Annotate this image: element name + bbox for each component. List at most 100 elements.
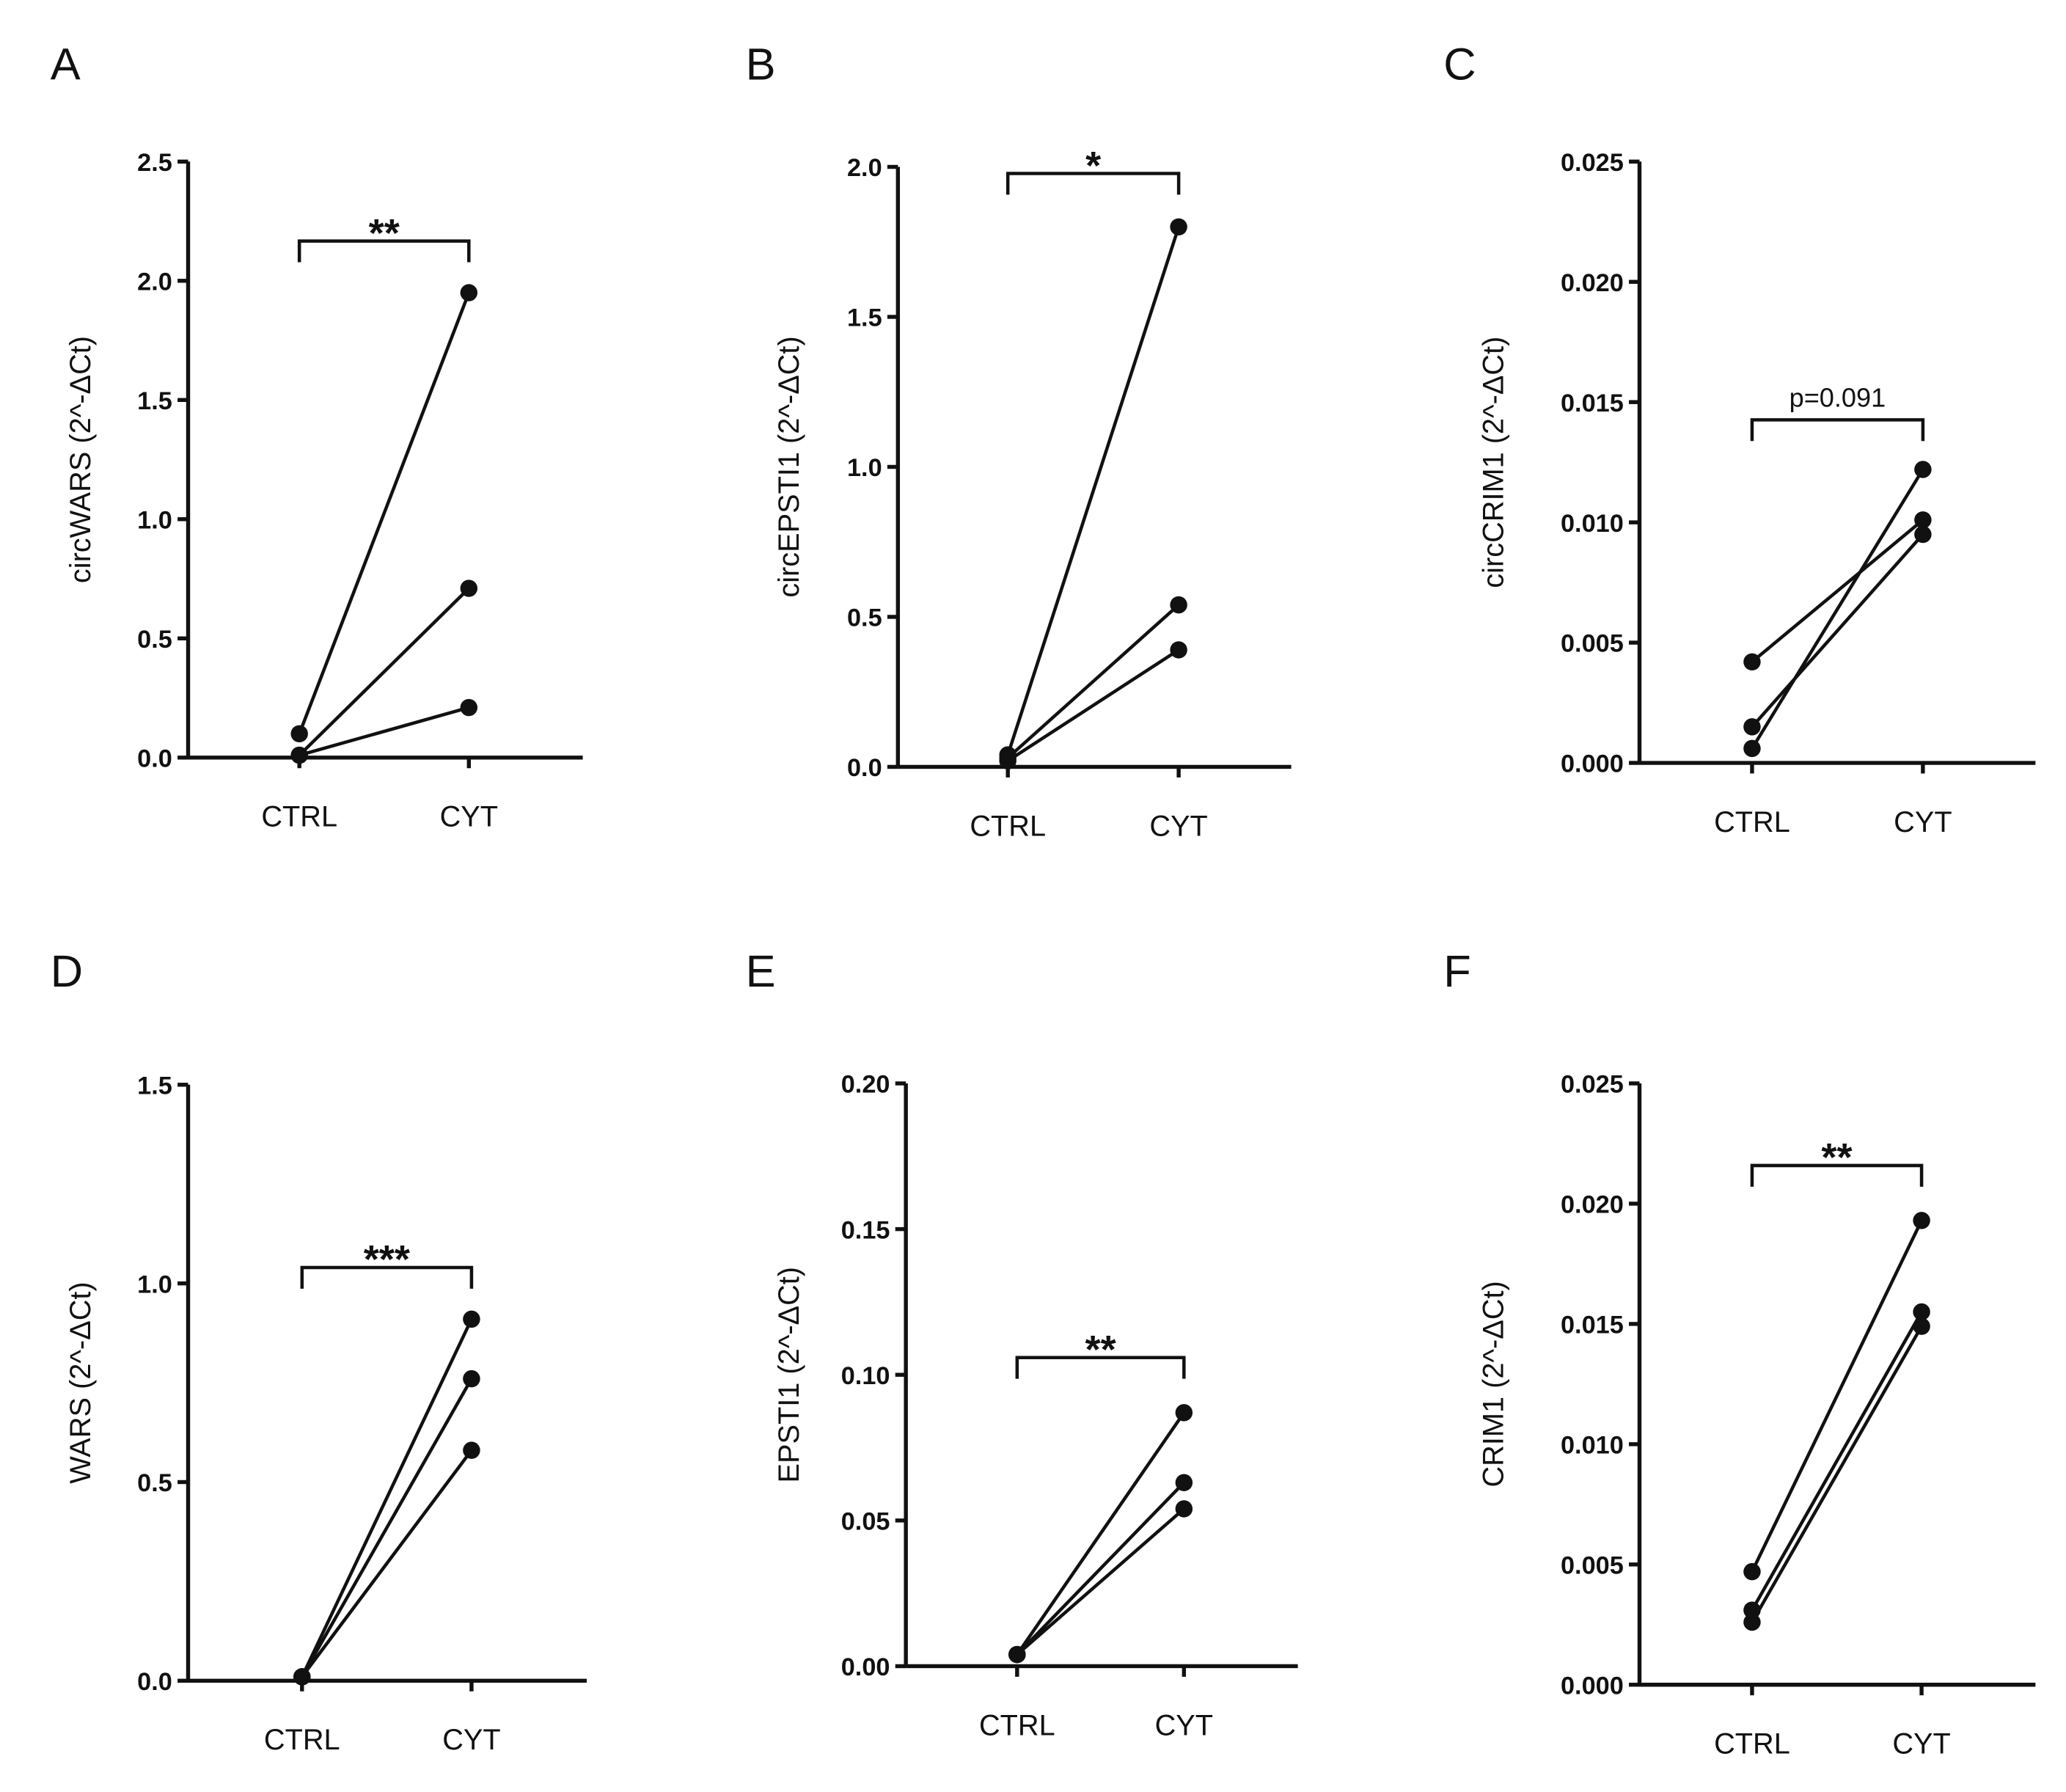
series-line xyxy=(1016,1507,1185,1656)
y-tick-label: 0.025 xyxy=(1561,1071,1624,1099)
data-point-cyt xyxy=(1913,1212,1930,1229)
y-tick-label: 1.5 xyxy=(847,304,882,332)
significance-bracket xyxy=(1015,1356,1186,1379)
y-tick-label: 2.0 xyxy=(847,154,882,182)
data-point-cyt xyxy=(1175,1500,1193,1518)
x-tick-label: CTRL xyxy=(261,801,337,833)
panel-c: C 0.000 0.005 0.010 0.015 0.020 0.025 CTRL CYT ci… xyxy=(1443,39,2036,838)
data-point-cyt xyxy=(1170,218,1187,236)
y-tick-label: 1.0 xyxy=(137,506,172,534)
y-tick-label: 1.5 xyxy=(137,1072,172,1100)
significance-label: ** xyxy=(1085,1328,1117,1372)
y-tick-label: 0.005 xyxy=(1561,1551,1624,1579)
series-line xyxy=(298,292,471,735)
y-tick-label: 0.10 xyxy=(841,1362,890,1390)
y-tick-label: 0.0 xyxy=(137,745,172,772)
y-tick-label: 0.015 xyxy=(1561,1312,1624,1339)
panel-letter: B xyxy=(746,39,776,89)
y-tick-label: 0.000 xyxy=(1561,1672,1624,1700)
panel-letter: E xyxy=(746,946,776,997)
y-axis-label: CRIM1 (2^-ΔCt) xyxy=(1477,1281,1509,1487)
significance-label: ** xyxy=(369,211,400,255)
data-point-cyt xyxy=(1913,1303,1930,1321)
series-line xyxy=(1016,1481,1185,1656)
y-tick-label: 0.015 xyxy=(1561,390,1624,417)
data-point-cyt xyxy=(1170,641,1187,659)
data-point-cyt xyxy=(1175,1474,1193,1491)
significance-bracket xyxy=(1005,172,1181,195)
x-tick-label: CYT xyxy=(1894,806,1952,838)
panel-e: E 0.00 0.05 0.10 0.15 0.20 CTRL CYT EPSTI1 (2^-Δ… xyxy=(746,946,1298,1741)
x-tick-label: CYT xyxy=(440,801,498,833)
y-axis-label: circEPSTI1 (2^-ΔCt) xyxy=(773,336,805,597)
significance-bracket xyxy=(297,239,471,263)
x-tick-label: CYT xyxy=(1149,810,1207,842)
panel-letter: A xyxy=(51,39,81,89)
data-point-ctrl xyxy=(1008,1645,1026,1664)
panel-letter: F xyxy=(1443,946,1471,997)
y-tick-label: 0.5 xyxy=(137,1469,172,1497)
data-point-cyt xyxy=(460,698,478,717)
panel-f: F 0.000 0.005 0.010 0.015 0.020 0.025 CTRL CYT CR… xyxy=(1443,946,2036,1760)
significance-label: *** xyxy=(364,1237,411,1281)
y-tick-label: 0.000 xyxy=(1561,750,1624,778)
x-tick-label: CYT xyxy=(1155,1709,1213,1741)
y-tick-label: 2.5 xyxy=(137,149,172,177)
panel-letter: C xyxy=(1443,39,1476,89)
y-tick-label: 0.00 xyxy=(841,1653,890,1681)
x-tick-label: CTRL xyxy=(979,1709,1055,1741)
data-point-ctrl xyxy=(1743,1613,1761,1631)
data-point-cyt xyxy=(1913,1317,1930,1335)
series-line xyxy=(1015,1411,1186,1656)
y-tick-label: 0.5 xyxy=(847,604,882,632)
data-point-ctrl xyxy=(293,1668,311,1686)
data-point-ctrl xyxy=(1743,653,1761,671)
series-line xyxy=(1750,1311,1924,1612)
series-line xyxy=(300,1378,473,1678)
x-tick-label: CTRL xyxy=(1714,806,1790,838)
data-point-ctrl xyxy=(999,752,1016,770)
series-line xyxy=(298,706,469,757)
data-point-ctrl xyxy=(290,746,308,764)
y-tick-label: 0.0 xyxy=(847,754,882,782)
x-tick-label: CTRL xyxy=(1714,1728,1790,1760)
y-axis-label: circCRIM1 (2^-ΔCt) xyxy=(1477,337,1509,588)
data-point-ctrl xyxy=(1743,718,1761,736)
series-line xyxy=(1751,468,1924,750)
y-axis-label: EPSTI1 (2^-ΔCt) xyxy=(773,1267,805,1483)
series-line xyxy=(1750,1325,1924,1623)
y-tick-label: 0.20 xyxy=(841,1071,890,1099)
data-point-cyt xyxy=(463,1310,480,1328)
x-tick-label: CTRL xyxy=(264,1724,340,1756)
y-tick-label: 1.5 xyxy=(137,387,172,415)
y-tick-label: 0.005 xyxy=(1561,630,1624,658)
y-tick-label: 0.5 xyxy=(137,626,172,654)
panel-a: A 0.0 0.5 1.0 1.5 2.0 2.5 CTRL CYT circWARS (2^-Δ… xyxy=(51,39,583,833)
series-line xyxy=(300,1449,473,1678)
significance-bracket xyxy=(300,1265,474,1289)
data-point-ctrl xyxy=(290,725,308,743)
panel-b: B 0.0 0.5 1.0 1.5 2.0 CTRL CYT circEPSTI1 (2^-ΔC… xyxy=(746,39,1292,842)
data-point-cyt xyxy=(1175,1404,1193,1422)
series-line xyxy=(298,587,470,757)
y-tick-label: 1.0 xyxy=(847,454,882,482)
y-tick-label: 0.020 xyxy=(1561,1191,1624,1219)
series-line xyxy=(1750,1219,1924,1573)
data-point-ctrl xyxy=(1743,1562,1761,1581)
y-tick-label: 0.020 xyxy=(1561,269,1624,297)
panel-d: D 0.0 0.5 1.0 1.5 CTRL CYT WARS (2^-ΔCt) *** xyxy=(51,946,587,1756)
significance-bracket xyxy=(1750,418,1925,442)
y-tick-label: 0.010 xyxy=(1561,510,1624,538)
series-line xyxy=(300,1318,473,1678)
series-line xyxy=(1006,648,1180,763)
data-point-cyt xyxy=(463,1369,480,1388)
y-tick-label: 0.15 xyxy=(841,1216,890,1244)
y-axis-label: WARS (2^-ΔCt) xyxy=(65,1281,97,1483)
data-point-ctrl xyxy=(1743,739,1761,758)
data-point-cyt xyxy=(460,284,478,301)
series-line xyxy=(1006,226,1181,756)
significance-label: p=0.091 xyxy=(1790,382,1886,412)
x-tick-label: CYT xyxy=(1892,1728,1950,1760)
x-tick-label: CTRL xyxy=(970,810,1046,842)
